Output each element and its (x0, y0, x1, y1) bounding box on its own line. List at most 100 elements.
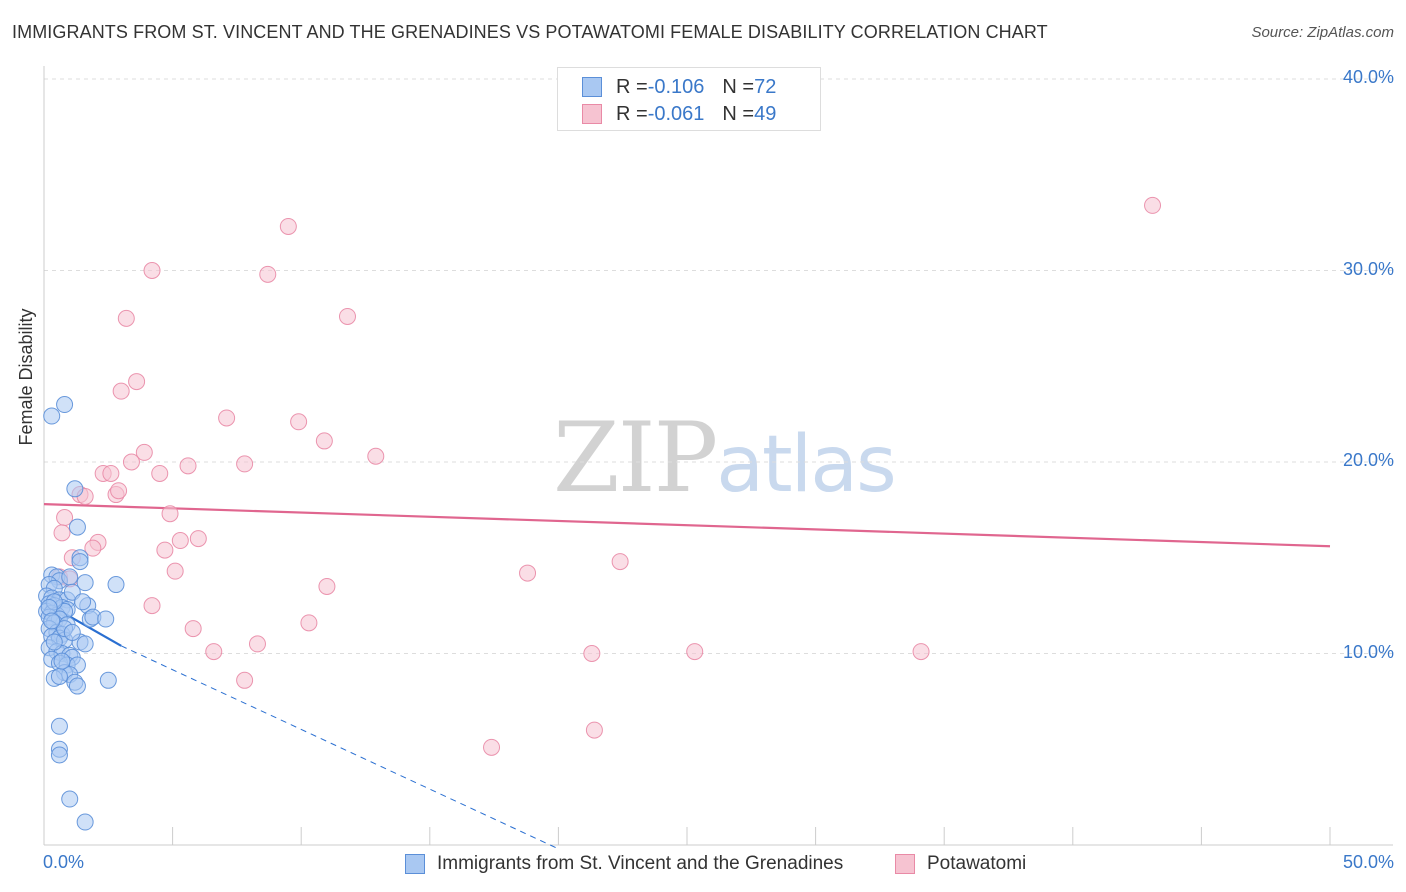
point-series2 (236, 671, 254, 689)
y-tick-label: 20.0% (1342, 450, 1394, 470)
point-series1 (61, 790, 79, 808)
point-series2 (135, 443, 153, 461)
point-series2 (84, 539, 102, 557)
bottom-legend-series1: Immigrants from St. Vincent and the Gren… (405, 851, 843, 877)
bottom-legend-swatch-series1 (405, 854, 425, 874)
legend-row-series2: R = -0.061 N = 49 (582, 101, 776, 127)
data-points (38, 196, 1162, 831)
legend-n-label: N = (722, 102, 755, 125)
point-series2 (519, 564, 537, 582)
trend-line-series2 (43, 503, 1331, 548)
trend-line-series1-extension (120, 645, 559, 850)
point-series2 (236, 455, 254, 473)
legend-r-label: R = (616, 102, 648, 125)
point-series2 (300, 614, 318, 632)
point-series2 (611, 553, 629, 571)
point-series1 (74, 593, 92, 611)
point-series2 (585, 721, 603, 739)
point-series2 (583, 645, 601, 662)
y-tick-label: 40.0% (1342, 67, 1394, 87)
point-series2 (279, 217, 297, 235)
point-series1 (50, 746, 68, 764)
point-series1 (61, 568, 79, 586)
grid-lines (44, 78, 1393, 654)
point-series2 (483, 738, 501, 756)
point-series1 (76, 574, 94, 592)
point-series2 (122, 453, 140, 471)
point-series2 (248, 635, 266, 653)
legend-swatch-series1 (582, 77, 602, 97)
y-tick-label: 10.0% (1342, 641, 1394, 662)
point-series2 (171, 532, 189, 550)
bottom-legend-label-series1: Immigrants from St. Vincent and the Gren… (437, 853, 844, 874)
point-series2 (179, 457, 197, 475)
point-series1 (43, 407, 61, 425)
point-series1 (76, 635, 94, 653)
point-series2 (1144, 196, 1162, 214)
bottom-legend-series2: Potawatomi (895, 851, 1026, 877)
x-tick-label: 50.0% (1342, 852, 1394, 872)
point-series2 (143, 597, 161, 615)
point-series1 (97, 610, 115, 628)
legend: R = -0.106 N = 72 R = -0.061 N = 49 (557, 67, 821, 131)
point-series2 (156, 541, 174, 559)
point-series2 (315, 432, 333, 450)
watermark-zip: ZIP (553, 402, 718, 514)
chart-title: IMMIGRANTS FROM ST. VINCENT AND THE GREN… (12, 22, 1048, 42)
point-series1 (107, 576, 125, 594)
point-series2 (128, 373, 146, 391)
watermark: ZIPatlas (553, 402, 897, 514)
point-series2 (53, 524, 71, 542)
legend-swatch-series2 (582, 104, 602, 124)
point-series1 (50, 667, 68, 685)
legend-n-value: 72 (754, 75, 777, 98)
point-series1 (68, 677, 86, 695)
point-series1 (43, 612, 61, 630)
point-series2 (166, 562, 184, 580)
point-series2 (686, 643, 704, 661)
legend-n-value: 49 (754, 102, 777, 125)
point-series1 (45, 633, 63, 651)
point-series2 (259, 265, 277, 283)
point-series2 (290, 413, 308, 431)
legend-r-label: R = (616, 75, 648, 98)
point-series2 (143, 262, 161, 279)
point-series2 (161, 505, 179, 523)
point-series1 (66, 480, 84, 498)
point-series2 (912, 643, 930, 661)
point-series2 (117, 309, 135, 327)
point-series1 (53, 652, 71, 670)
point-series2 (338, 307, 356, 325)
watermark-atlas: atlas (716, 420, 896, 510)
point-series2 (318, 577, 336, 595)
y-tick-label: 30.0% (1342, 258, 1394, 279)
point-series1 (68, 518, 86, 536)
point-series2 (102, 464, 120, 482)
point-series1 (56, 396, 74, 414)
legend-r-value: -0.061 (647, 102, 705, 125)
bottom-legend-swatch-series2 (895, 854, 915, 874)
point-series2 (110, 482, 128, 500)
point-series1 (50, 717, 68, 735)
point-series2 (205, 643, 223, 661)
point-series1 (71, 553, 89, 571)
point-series2 (367, 447, 385, 465)
legend-n-label: N = (722, 75, 755, 98)
point-series2 (112, 382, 130, 400)
point-series1 (63, 623, 81, 641)
point-series2 (184, 620, 202, 638)
point-series1 (76, 813, 94, 831)
point-series2 (218, 409, 236, 427)
point-series1 (99, 671, 117, 689)
legend-row-series1: R = -0.106 N = 72 (582, 74, 776, 100)
bottom-legend-label-series2: Potawatomi (927, 853, 1027, 874)
point-series2 (189, 530, 207, 548)
point-series2 (151, 464, 169, 482)
x-tick-label: 0.0% (43, 852, 85, 872)
trend-lines (43, 503, 1331, 850)
axes (43, 66, 1393, 846)
source-label: Source: ZipAtlas.com (1251, 24, 1394, 41)
y-axis-label: Female Disability (16, 308, 36, 446)
legend-r-value: -0.106 (647, 75, 705, 98)
